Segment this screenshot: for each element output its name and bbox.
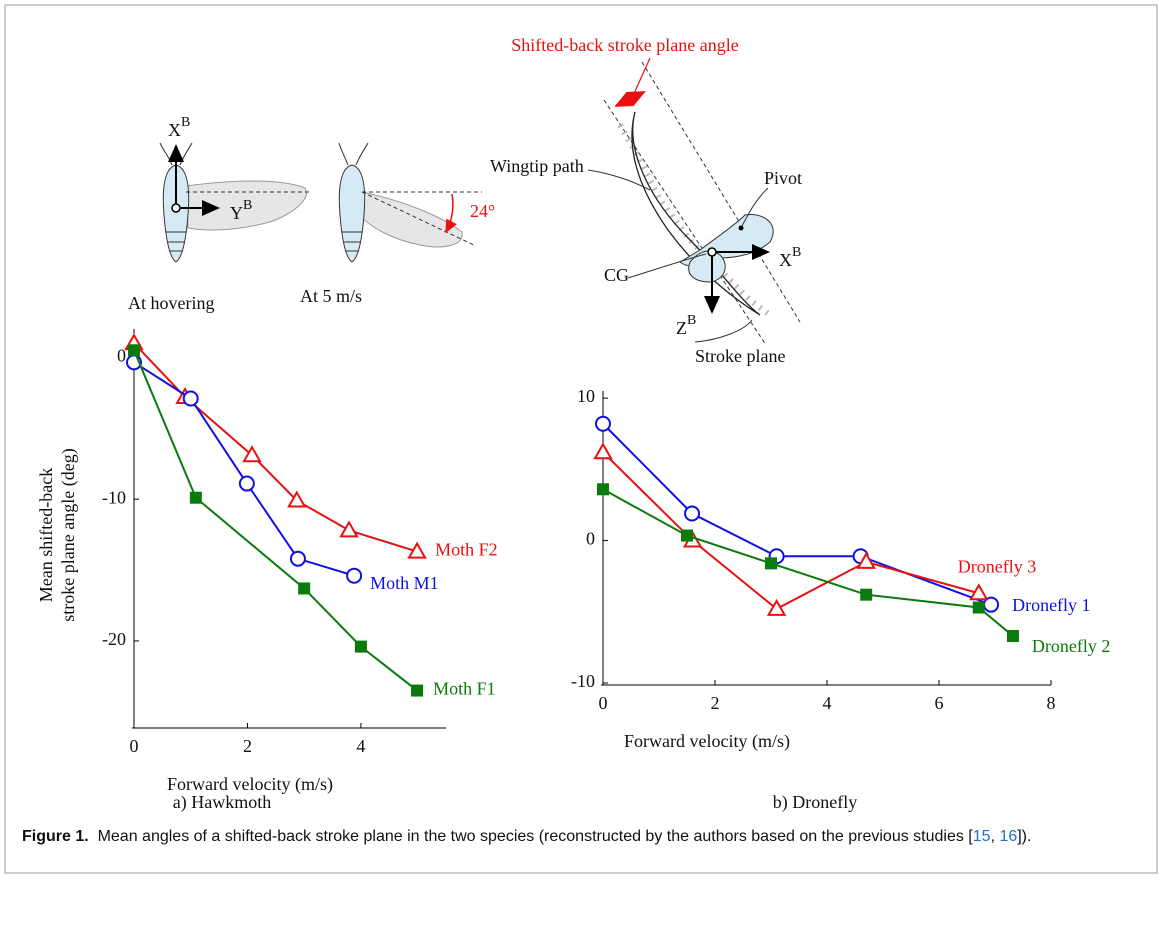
- caption-label: Figure 1.: [22, 828, 89, 845]
- chart-subtitle: b) Dronefly: [773, 792, 857, 813]
- marker: [684, 505, 701, 522]
- axis-label: ZB: [676, 313, 696, 338]
- marker: [766, 598, 787, 616]
- x-tick-label: 2: [243, 736, 252, 756]
- legend-label: Moth F1: [433, 679, 496, 699]
- marker: [298, 582, 311, 595]
- diagram-label: At 5 m/s: [300, 286, 362, 306]
- marker: [681, 529, 693, 542]
- marker: [339, 520, 359, 538]
- marker: [242, 445, 262, 463]
- moth-hovering: [159, 142, 312, 263]
- axis-label: YB: [230, 198, 252, 223]
- caption-text: Mean angles of a shifted-back stroke pla…: [97, 828, 973, 845]
- series-line: [602, 451, 980, 611]
- annotation: CG: [604, 265, 629, 285]
- legend-label: Moth M1: [370, 573, 439, 593]
- axis-label: XB: [779, 245, 801, 270]
- x-axis-label: Forward velocity (m/s): [167, 774, 333, 795]
- y-tick-label: -10: [571, 671, 595, 691]
- marker: [354, 640, 367, 653]
- y-tick-label: 10: [577, 386, 595, 406]
- series-line: [133, 342, 418, 553]
- series-line: [133, 349, 418, 692]
- marker: [407, 541, 427, 559]
- x-tick-label: 8: [1047, 693, 1056, 713]
- angle-label: 24°: [470, 201, 495, 221]
- caption: Figure 1. Mean angles of a shifted-back …: [22, 826, 1142, 848]
- marker: [346, 567, 363, 584]
- marker: [189, 491, 202, 504]
- x-tick-label: 0: [130, 736, 139, 756]
- x-axis-label: Forward velocity (m/s): [624, 731, 790, 752]
- x-tick-label: 6: [935, 693, 944, 713]
- x-tick-label: 4: [823, 693, 832, 713]
- marker: [411, 684, 424, 697]
- marker: [972, 601, 985, 614]
- caption-text: ,: [990, 828, 1000, 845]
- annotation: Stroke plane: [695, 346, 785, 366]
- annotation: Pivot: [764, 168, 802, 188]
- marker: [238, 475, 255, 492]
- series-line: [133, 361, 355, 577]
- figure-frame: [4, 4, 1158, 874]
- marker: [593, 442, 613, 460]
- diagram-label: At hovering: [128, 293, 214, 313]
- series-line: [602, 488, 1014, 637]
- legend-label: Dronefly 1: [1012, 595, 1090, 615]
- marker: [860, 588, 873, 601]
- marker: [1006, 629, 1019, 642]
- y-tick-label: -10: [102, 487, 126, 507]
- marker: [128, 344, 140, 357]
- marker: [289, 550, 306, 567]
- y-tick-label: 0: [117, 345, 126, 365]
- series-line: [602, 423, 992, 606]
- moth-forward: [338, 142, 482, 263]
- marker: [595, 415, 611, 432]
- marker: [287, 490, 307, 508]
- reference[interactable]: 15: [972, 828, 991, 845]
- axis-label: XB: [168, 115, 190, 140]
- dronefly-diagram: [587, 57, 801, 346]
- legend-label: Moth F2: [435, 540, 498, 560]
- legend-label: Dronefly 2: [1032, 636, 1110, 656]
- chart-subtitle: a) Hawkmoth: [173, 792, 271, 813]
- marker: [597, 483, 609, 496]
- y-axis-label: Mean shifted-back: [36, 468, 56, 602]
- y-tick-label: -20: [102, 629, 126, 649]
- x-tick-label: 0: [599, 693, 608, 713]
- reference[interactable]: 16: [999, 828, 1018, 845]
- marker: [182, 390, 199, 407]
- marker: [765, 557, 777, 570]
- y-tick-label: 0: [586, 529, 595, 549]
- x-tick-label: 4: [356, 736, 365, 756]
- marker: [969, 583, 989, 601]
- x-tick-label: 2: [711, 693, 720, 713]
- legend-label: Dronefly 3: [958, 556, 1036, 576]
- annotation: Shifted-back stroke plane angle: [511, 35, 738, 55]
- marker: [856, 551, 876, 569]
- annotation: Wingtip path: [490, 156, 584, 176]
- y-axis-label: stroke plane angle (deg): [58, 448, 79, 621]
- caption-text: ]).: [1017, 828, 1032, 845]
